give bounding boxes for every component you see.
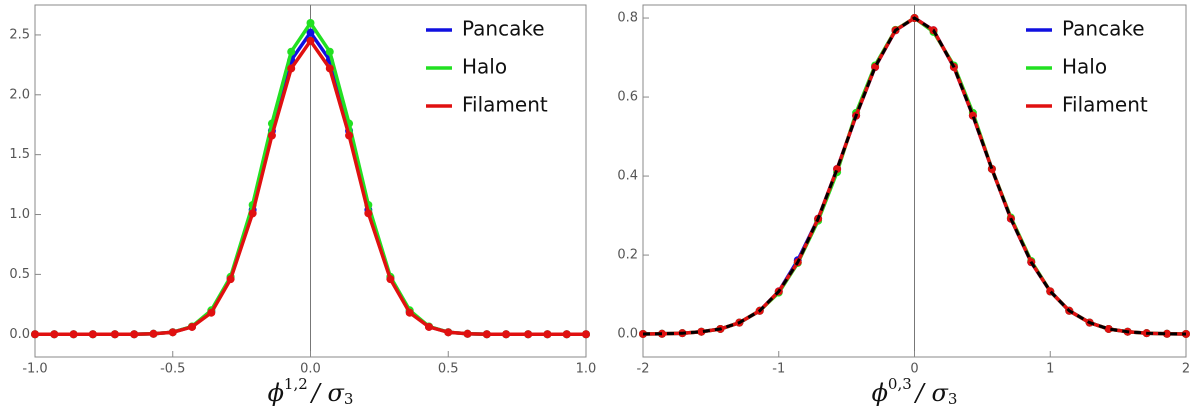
data-point (1162, 329, 1171, 338)
y-tick-label: 0.8 (617, 11, 638, 26)
y-tick-label: 0.6 (617, 90, 638, 105)
data-point (524, 330, 533, 339)
data-point (405, 308, 414, 317)
legend-label: Pancake (1062, 17, 1145, 41)
data-point (306, 18, 315, 27)
y-tick-label: 2.5 (9, 27, 30, 42)
data-point (482, 330, 491, 339)
data-point (31, 330, 39, 339)
x-tick-label: 1.0 (576, 362, 597, 377)
data-point (325, 47, 334, 56)
data-point (69, 330, 78, 339)
x-tick-label: 0 (910, 362, 918, 377)
data-point (287, 64, 296, 73)
data-point (50, 330, 59, 339)
x-tick-label: -0.5 (160, 362, 185, 377)
legend-label: Pancake (462, 17, 545, 41)
data-point (226, 275, 235, 284)
x-tick-label: -1 (772, 362, 785, 377)
x-axis-label: ϕ1,2/ σ3 (268, 375, 354, 408)
x-tick-label: 1 (1046, 362, 1054, 377)
legend-label: Halo (1062, 55, 1107, 79)
y-tick-label: 1.5 (9, 147, 30, 162)
x-tick-label: 0.0 (300, 362, 321, 377)
legend-label: Halo (462, 55, 507, 79)
x-axis-label-part: / σ (310, 379, 345, 407)
data-point (110, 330, 119, 339)
data-point (582, 330, 590, 339)
data-point (543, 330, 552, 339)
y-tick-label: 0.0 (9, 327, 30, 342)
x-axis-label-part: 3 (344, 390, 354, 408)
data-point (287, 47, 296, 56)
data-point (364, 209, 373, 218)
legend-label: Filament (462, 93, 548, 117)
data-point (1104, 324, 1113, 333)
x-axis-label-part: ϕ (268, 379, 284, 407)
data-point (463, 329, 472, 338)
data-point (697, 327, 706, 336)
chart-panel: -1.0 -0.5 0.0 0.5 1.0 0.0 0.5 1.0 1.5 2.0 2.5 Panca… (9, 4, 597, 408)
x-axis-label-part: 1,2 (284, 375, 308, 393)
data-point (562, 330, 571, 339)
chart-panel: -2 -1 0 1 2 0.0 0.2 0.4 0.6 0.8 Pancake Halo Filamen… (617, 4, 1190, 408)
data-point (149, 329, 158, 338)
data-point (168, 328, 177, 337)
data-point (88, 330, 97, 339)
legend-label: Filament (1062, 93, 1148, 117)
x-tick-label: -1.0 (22, 362, 47, 377)
series-line (642, 16, 1187, 336)
data-point (345, 131, 354, 140)
y-tick-label: 0.2 (617, 248, 638, 263)
x-axis-label-part: 0,3 (888, 375, 912, 393)
data-point (188, 322, 197, 331)
x-axis-label-part: / σ (914, 379, 949, 407)
data-point (207, 308, 216, 317)
x-axis-label: ϕ0,3/ σ3 (872, 375, 958, 408)
y-tick-label: 0.5 (9, 267, 30, 282)
data-point (502, 330, 511, 339)
y-tick-label: 0.0 (617, 327, 638, 342)
data-point (248, 209, 257, 218)
data-point (306, 28, 315, 37)
data-point (325, 64, 334, 73)
x-axis-label-part: ϕ (872, 379, 888, 407)
x-axis-label-part: 3 (948, 390, 958, 408)
data-point (130, 330, 139, 339)
data-point (306, 36, 315, 45)
y-tick-label: 2.0 (9, 87, 30, 102)
data-point (386, 275, 395, 284)
x-tick-label: 0.5 (438, 362, 459, 377)
x-tick-label: -2 (637, 362, 650, 377)
data-point (658, 329, 667, 338)
data-point (444, 328, 453, 337)
y-tick-label: 0.4 (617, 169, 638, 184)
x-tick-label: 2 (1182, 362, 1190, 377)
data-point (424, 322, 433, 331)
y-tick-label: 1.0 (9, 207, 30, 222)
data-point (267, 131, 276, 140)
